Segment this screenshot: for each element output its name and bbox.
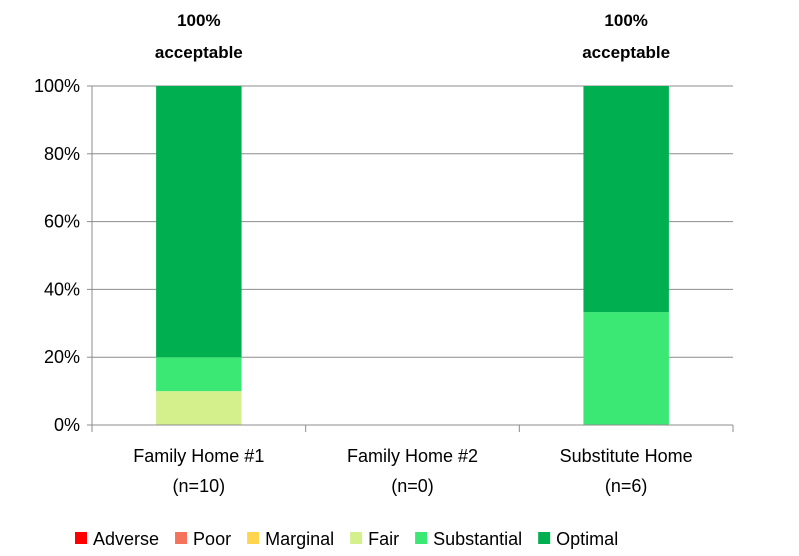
y-tick-label: 100% [34,76,80,96]
annotations: 100% acceptable 100% acceptable [155,11,670,62]
legend-label-optimal: Optimal [556,529,618,549]
category-sublabel: (n=6) [605,476,648,496]
legend: Adverse Poor Marginal Fair Substantial Optima… [75,529,618,549]
legend-label-substantial: Substantial [433,529,522,549]
legend-label-poor: Poor [193,529,231,549]
y-tick-label: 20% [44,347,80,367]
legend-swatch-optimal [538,532,551,544]
y-tick-labels: 0% 20% 40% 60% 80% 100% [34,76,80,435]
bar-optimal-3 [583,86,669,313]
category-label: Family Home #2 [347,446,478,466]
bar-annotation: 100% [177,11,220,30]
bar-fair-1 [156,391,242,425]
legend-swatch-marginal [247,532,260,544]
bar-annotation: acceptable [582,43,670,62]
category-sublabel: (n=10) [173,476,226,496]
bar-substantial-1 [156,357,242,392]
category-sublabel: (n=0) [391,476,434,496]
y-tick-label: 60% [44,212,80,232]
bar-optimal-1 [156,86,242,358]
category-label: Family Home #1 [133,446,264,466]
category-label: Substitute Home [560,446,693,466]
legend-label-marginal: Marginal [265,529,334,549]
legend-label-adverse: Adverse [93,529,159,549]
legend-swatch-fair [350,532,363,544]
bars [156,86,669,425]
bar-annotation: acceptable [155,43,243,62]
legend-swatch-adverse [75,532,87,544]
y-tick-label: 80% [44,144,80,164]
legend-swatch-substantial [415,532,428,544]
category-labels: Family Home #1 (n=10) Family Home #2 (n=0) S… [133,446,692,496]
bar-substantial-3 [583,312,669,425]
bar-annotation: 100% [604,11,647,30]
y-tick-label: 0% [54,415,80,435]
legend-swatch-poor [175,532,188,544]
legend-label-fair: Fair [368,529,399,549]
y-tick-label: 40% [44,279,80,299]
axes [87,85,734,432]
